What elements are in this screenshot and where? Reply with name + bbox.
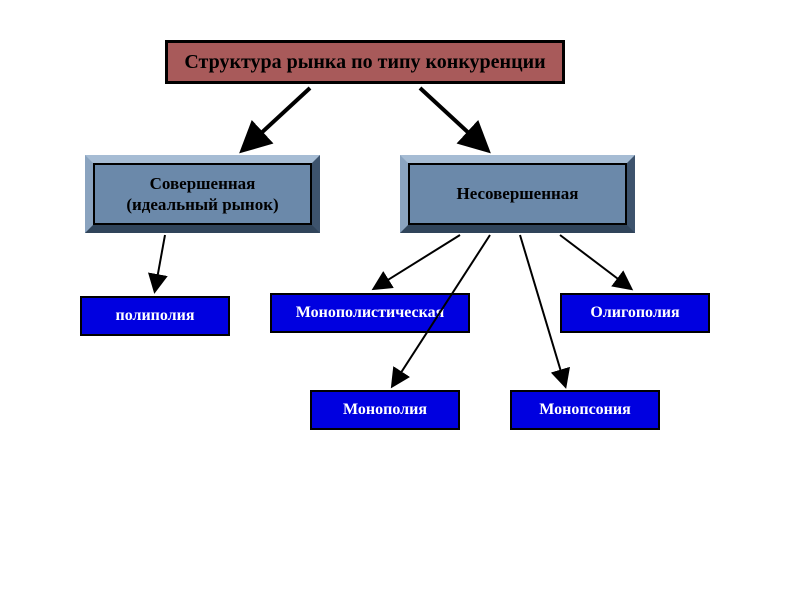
imperfect-label: Несовершенная: [457, 183, 579, 204]
edge-root-perfect: [245, 88, 310, 148]
node-monopolistic: Монополистическая: [270, 293, 470, 333]
node-oligopoly: Олигополия: [560, 293, 710, 333]
edge-imperfect-oligopoly: [560, 235, 630, 288]
node-polipoly: полиполия: [80, 296, 230, 336]
node-perfect: Совершенная (идеальный рынок): [85, 155, 320, 233]
root-node: Структура рынка по типу конкуренции: [165, 40, 565, 84]
node-imperfect: Несовершенная: [400, 155, 635, 233]
monopoly-label: Монополия: [343, 401, 427, 419]
node-monopsony: Монопсония: [510, 390, 660, 430]
oligopoly-label: Олигополия: [590, 304, 679, 322]
root-label: Структура рынка по типу конкуренции: [184, 51, 545, 74]
monopsony-label: Монопсония: [539, 401, 631, 419]
polipoly-label: полиполия: [115, 307, 194, 325]
edge-root-imperfect: [420, 88, 485, 148]
edge-perfect-polipoly: [155, 235, 165, 290]
edge-imperfect-monopsony: [520, 235, 565, 385]
monopolistic-label: Монополистическая: [296, 304, 445, 322]
perfect-label-1: Совершенная: [126, 173, 278, 194]
edge-imperfect-monopolistic: [375, 235, 460, 288]
node-monopoly: Монополия: [310, 390, 460, 430]
perfect-label-2: (идеальный рынок): [126, 194, 278, 215]
